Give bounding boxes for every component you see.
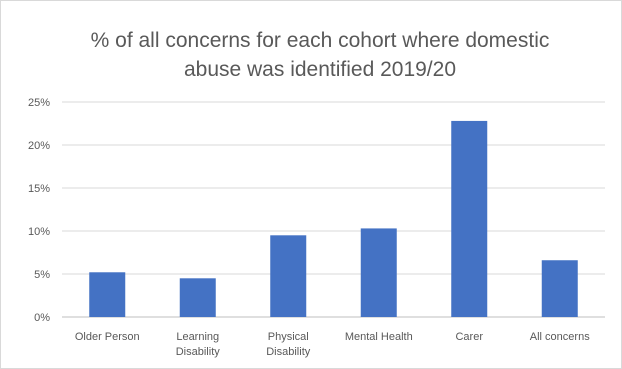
y-tick-label: 20% — [28, 140, 50, 152]
x-category-label: All concerns — [530, 331, 590, 343]
x-axis-labels: Older Person Learning Disability Physical Di… — [75, 331, 590, 358]
x-category-label: Physical Disability — [266, 331, 311, 358]
y-tick-label: 0% — [34, 312, 50, 324]
bar — [270, 235, 307, 317]
bar — [541, 260, 578, 317]
bar — [89, 272, 126, 317]
y-tick-label: 5% — [34, 269, 50, 281]
x-category-label-line: Learning — [176, 331, 219, 343]
bar — [360, 228, 397, 317]
x-category-label-line: All concerns — [530, 331, 590, 343]
chart-title: % of all concerns for each cohort where … — [91, 29, 550, 81]
x-category-label-line: Physical — [268, 331, 309, 343]
gridlines — [62, 101, 605, 318]
x-category-label-line: Mental Health — [345, 331, 413, 343]
y-tick-label: 25% — [28, 97, 50, 109]
x-category-label-line: Carer — [455, 331, 483, 343]
x-category-label-line: Disability — [176, 346, 221, 358]
y-tick-label: 15% — [28, 183, 50, 195]
chart-title-line: abuse was identified 2019/20 — [184, 58, 456, 81]
x-category-label: Older Person — [75, 331, 140, 343]
chart-title-line: % of all concerns for each cohort where … — [91, 29, 550, 52]
y-tick-label: 10% — [28, 226, 50, 238]
x-category-label: Mental Health — [345, 331, 413, 343]
y-axis-ticks: 0% 5% 10% 15% 20% 25% — [28, 97, 50, 324]
bar — [179, 278, 216, 317]
x-category-label-line: Older Person — [75, 331, 140, 343]
x-category-label: Carer — [455, 331, 483, 343]
bars — [89, 120, 578, 317]
x-category-label-line: Disability — [266, 346, 311, 358]
x-category-label: Learning Disability — [176, 331, 221, 358]
bar — [451, 120, 488, 317]
